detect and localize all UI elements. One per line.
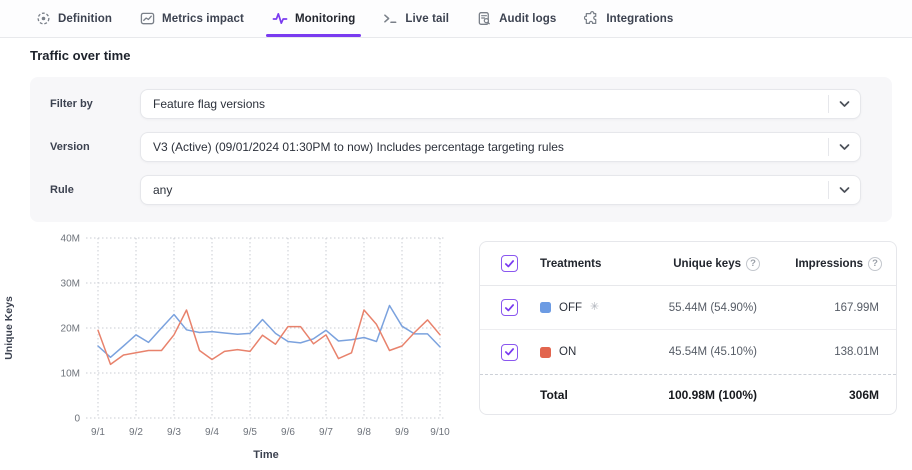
dropdown-value: any <box>153 183 173 197</box>
dropdown-value: V3 (Active) (09/01/2024 01:30PM to now) … <box>153 140 564 154</box>
filter-row: Version V3 (Active) (09/01/2024 01:30PM … <box>30 132 892 162</box>
dropdown-value: Feature flag versions <box>153 97 266 111</box>
svg-text:20M: 20M <box>61 324 80 335</box>
metrics-chart-icon <box>140 11 155 26</box>
off-impressions-value: 167.99M <box>834 301 879 314</box>
tab-definition[interactable]: Definition <box>22 0 126 37</box>
tab-monitoring[interactable]: Monitoring <box>258 0 369 37</box>
filter-by-dropdown[interactable]: Feature flag versions <box>140 89 861 119</box>
svg-text:40M: 40M <box>61 234 80 245</box>
rule-label: Rule <box>50 184 74 196</box>
treatment-row-off: OFF ✳ 55.44M (54.90%) 167.99M <box>480 286 896 330</box>
help-icon[interactable]: ? <box>868 256 882 271</box>
svg-text:9/4: 9/4 <box>205 427 219 438</box>
traffic-chart-canvas: 0 10M 20M 30M 40M 9/1 9/2 9/3 9/4 9/5 9/6 9/7 9/8 9/9… <box>3 234 450 462</box>
treatment-name: ON <box>559 346 577 358</box>
svg-text:9/3: 9/3 <box>167 427 181 438</box>
svg-text:9/5: 9/5 <box>243 427 257 438</box>
tab-label: Metrics impact <box>162 12 244 25</box>
tab-bar: Definition Metrics impact Monitoring Liv… <box>0 0 912 38</box>
tab-label: Live tail <box>405 12 450 25</box>
on-unique-keys-value: 45.54M (45.10%) <box>668 346 757 358</box>
tab-integrations[interactable]: Integrations <box>570 0 687 37</box>
svg-text:9/6: 9/6 <box>281 427 295 438</box>
unique-keys-header-label: Unique keys <box>673 257 741 270</box>
svg-text:Unique Keys: Unique Keys <box>3 296 15 360</box>
off-unique-keys-value: 55.44M (54.90%) <box>668 301 757 314</box>
tab-audit-logs[interactable]: Audit logs <box>463 0 570 37</box>
svg-text:9/1: 9/1 <box>91 427 105 438</box>
total-impressions-value: 306M <box>848 387 879 402</box>
traffic-chart: 0 10M 20M 30M 40M 9/1 9/2 9/3 9/4 9/5 9/6 9/7 9/8 9/9… <box>0 225 470 470</box>
svg-text:0: 0 <box>74 414 80 425</box>
pulse-icon <box>272 11 288 26</box>
tab-label: Definition <box>58 12 113 25</box>
off-row-checkbox[interactable] <box>501 299 518 316</box>
select-all-checkbox[interactable] <box>501 255 518 272</box>
chevron-down-icon <box>828 95 860 113</box>
svg-text:30M: 30M <box>61 279 80 290</box>
chevron-down-icon <box>828 138 860 156</box>
filter-panel: Filter by Feature flag versions Version … <box>30 77 892 222</box>
on-impressions-value: 138.01M <box>834 346 879 358</box>
page-title: Traffic over time <box>30 48 131 63</box>
tab-label: Monitoring <box>294 12 356 25</box>
tab-label: Integrations <box>606 12 674 25</box>
svg-text:10M: 10M <box>61 369 80 380</box>
target-icon <box>36 11 51 26</box>
treatments-header-label: Treatments <box>540 257 602 270</box>
version-label: Version <box>50 141 90 153</box>
filter-by-label: Filter by <box>50 98 93 110</box>
treatments-total-row: Total 100.98M (100%) 306M <box>480 375 896 414</box>
filter-row: Rule any <box>30 175 892 205</box>
terminal-icon <box>383 11 398 26</box>
svg-text:9/8: 9/8 <box>357 427 371 438</box>
treatments-table: Treatments Unique keys ? Impressions ? O… <box>479 241 897 415</box>
filter-row: Filter by Feature flag versions <box>30 89 892 119</box>
tab-metrics-impact[interactable]: Metrics impact <box>126 0 258 37</box>
off-series-swatch <box>540 302 551 313</box>
rule-dropdown[interactable]: any <box>140 175 861 205</box>
tab-label: Audit logs <box>499 12 557 25</box>
svg-text:9/10: 9/10 <box>430 427 450 438</box>
total-label: Total <box>540 387 568 402</box>
on-series-swatch <box>540 346 551 358</box>
impressions-header-label: Impressions <box>795 257 863 270</box>
default-treatment-icon: ✳ <box>590 301 600 313</box>
tab-live-tail[interactable]: Live tail <box>369 0 463 37</box>
treatment-name: OFF <box>559 301 582 314</box>
treatment-row-on: ON 45.54M (45.10%) 138.01M <box>480 330 896 375</box>
chevron-down-icon <box>828 181 860 199</box>
svg-text:9/2: 9/2 <box>129 427 143 438</box>
treatments-table-header: Treatments Unique keys ? Impressions ? <box>480 242 896 286</box>
help-icon[interactable]: ? <box>746 256 760 271</box>
svg-text:9/7: 9/7 <box>319 427 333 438</box>
document-search-icon <box>477 11 492 26</box>
total-unique-keys-value: 100.98M (100%) <box>668 387 757 402</box>
version-dropdown[interactable]: V3 (Active) (09/01/2024 01:30PM to now) … <box>140 132 861 162</box>
svg-text:Time: Time <box>253 449 278 461</box>
on-row-checkbox[interactable] <box>501 343 518 361</box>
svg-text:9/9: 9/9 <box>395 427 409 438</box>
puzzle-icon <box>584 11 599 26</box>
